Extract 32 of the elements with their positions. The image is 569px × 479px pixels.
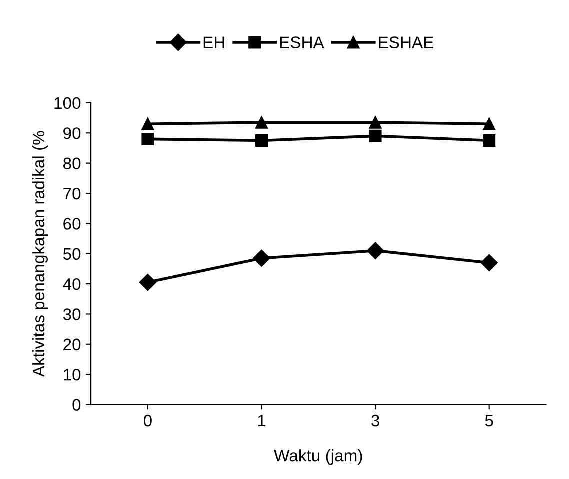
x-axis-title: Waktu (jam) [274, 449, 362, 465]
y-tick-label: 100 [54, 97, 81, 110]
point [142, 132, 154, 146]
x-tick-label: 0 [144, 414, 152, 427]
x-tick-label: 1 [258, 415, 266, 427]
x-tick-label: 3 [372, 414, 380, 427]
point [255, 134, 268, 147]
y-tick-label: 10 [64, 368, 81, 381]
y-tick-label: 20 [64, 338, 81, 351]
legend-label: ESHAE [379, 36, 434, 48]
y-tick-label: 70 [64, 188, 81, 200]
legend-label: EH [204, 36, 224, 48]
point [369, 130, 382, 142]
point [253, 250, 270, 267]
point [483, 118, 496, 130]
x-tick-label: 5 [485, 415, 494, 427]
legend-label: ESHA [280, 36, 324, 48]
point [142, 118, 154, 130]
y-tick-label: 50 [63, 248, 81, 260]
y-tick-label: 80 [64, 158, 81, 170]
y-axis-title: Aktivitas penangkapan radikal (% [32, 131, 48, 378]
y-tick-label: 0 [72, 399, 81, 411]
y-tick-label: 60 [64, 218, 81, 230]
y-tick-label: 90 [64, 128, 81, 140]
point [369, 116, 382, 129]
point [255, 116, 268, 129]
point [480, 254, 498, 272]
point [366, 242, 384, 260]
y-tick-label: 30 [63, 308, 81, 320]
point [139, 274, 156, 292]
y-tick-label: 40 [63, 278, 81, 290]
point [483, 134, 496, 147]
